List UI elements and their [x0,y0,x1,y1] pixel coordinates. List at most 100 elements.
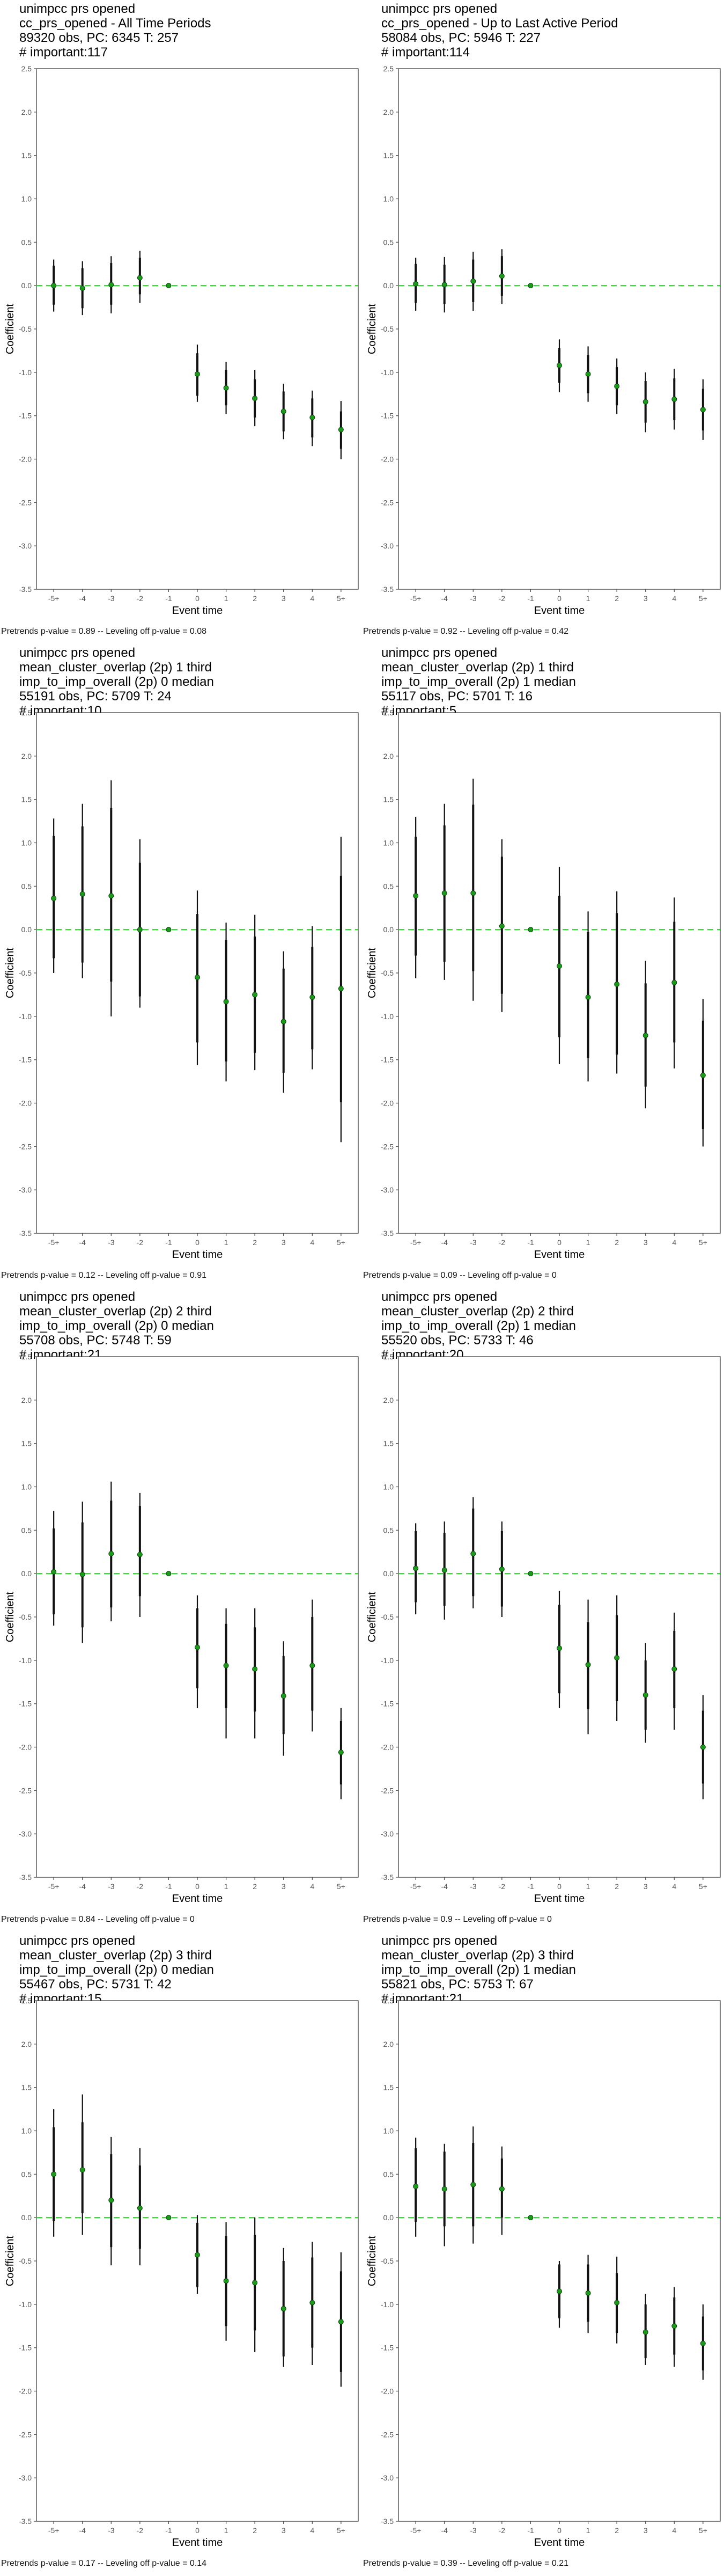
x-tick-label: 2 [615,1882,619,1891]
x-tick-label: -2 [499,1238,506,1247]
coefficient-plot: 2.5 2.0 1.5 1.0 0.5 0.0 -0.5 -1.0 -1.5 -2.0 -2.5 -3… [4,1352,359,1905]
x-tick-label: -3 [470,1238,477,1247]
y-tick-label: 0.0 [21,925,32,934]
y-tick-label: -3.5 [381,1873,394,1882]
x-axis-title: Event time [534,2537,585,2549]
coefficient-point [79,1571,85,1577]
coefficient-point [499,923,505,929]
y-tick-label: 1.5 [383,1439,394,1448]
y-tick-label: -1.0 [381,1012,394,1021]
x-tick-label: -2 [137,594,144,603]
coefficient-point [195,1644,200,1650]
coefficient-point [51,2171,57,2177]
coefficient-point [557,2288,562,2294]
x-tick-label: 2 [253,2526,257,2535]
x-tick-label: -1 [527,2526,534,2535]
chart-title: unimpcc prs opened mean_cluster_overlap … [19,646,214,718]
x-tick-label: 3 [282,594,286,603]
title-line: imp_to_imp_overall (2p) 1 median [381,675,576,689]
y-tick-label: -3.5 [381,585,394,594]
coefficient-plot: 2.5 2.0 1.5 1.0 0.5 0.0 -0.5 -1.0 -1.5 -2.0 -2.5 -3… [366,64,721,617]
y-axis-title: Coefficient [366,2235,378,2286]
y-tick-label: -2.0 [19,2387,32,2396]
coefficient-point [470,1550,476,1556]
y-tick-label: 1.5 [21,795,32,804]
y-tick-label: 2.0 [383,108,394,116]
y-tick-label: -2.0 [19,1099,32,1108]
y-tick-label: 1.0 [21,195,32,203]
x-tick-label: 1 [224,2526,228,2535]
coefficient-point [470,2182,476,2187]
coefficient-plot: 2.5 2.0 1.5 1.0 0.5 0.0 -0.5 -1.0 -1.5 -2.0 -2.5 -3… [366,1996,721,2549]
y-tick-label: 0.5 [383,2170,394,2178]
x-tick-label: -5+ [48,594,60,603]
coefficient-point [108,893,114,899]
x-tick-label: 0 [195,594,200,603]
pvalue-caption: Pretrends p-value = 0.84 -- Leveling off… [1,1915,195,1924]
title-line: unimpcc prs opened [381,646,498,660]
y-tick-label: -3.0 [381,541,394,550]
x-axis-title: Event time [172,1893,223,1905]
x-tick-label: 1 [586,1238,590,1247]
x-tick-label: 5+ [699,1238,707,1247]
x-tick-label: 1 [224,594,228,603]
x-tick-label: -2 [499,1882,506,1891]
coefficient-point [252,2280,258,2286]
y-tick-label: -0.5 [19,1613,32,1621]
coefficient-point [79,891,85,897]
y-tick-label: 1.0 [383,839,394,847]
coefficient-point [338,1750,344,1755]
coefficient-point [309,1663,315,1668]
title-line: imp_to_imp_overall (2p) 0 median [19,1319,214,1333]
coefficient-point [528,1571,534,1577]
coefficient-point [309,2300,315,2306]
y-tick-label: 0.5 [21,882,32,890]
x-tick-label: 0 [195,2526,200,2535]
y-tick-label: -2.5 [381,1786,394,1795]
title-line: unimpcc prs opened [381,1290,498,1304]
pvalue-caption: Pretrends p-value = 0.17 -- Leveling off… [1,2559,207,2568]
x-tick-label: -1 [165,594,172,603]
y-tick-label: -2.5 [381,1142,394,1151]
x-tick-label: 5+ [699,594,707,603]
x-axis-title: Event time [172,2537,223,2549]
y-tick-label: -1.0 [19,2300,32,2309]
x-tick-label: 1 [586,1882,590,1891]
coefficient-point [557,963,562,969]
coefficient-point [470,279,476,284]
x-tick-label: 4 [310,1882,314,1891]
y-tick-label: 1.0 [383,1483,394,1491]
coefficient-point [557,1645,562,1651]
x-tick-label: 0 [195,1882,200,1891]
y-tick-label: 0.5 [21,238,32,246]
title-line: 55191 obs, PC: 5709 T: 24 [19,689,172,704]
y-tick-label: 0.5 [383,238,394,246]
x-tick-label: 0 [557,594,562,603]
y-tick-label: 1.5 [383,795,394,804]
y-tick-label: 1.0 [21,2127,32,2135]
coefficient-point [585,371,591,377]
coefficient-point [700,407,706,413]
pvalue-caption: Pretrends p-value = 0.92 -- Leveling off… [363,627,569,636]
x-tick-label: 0 [557,2526,562,2535]
y-axis-title: Coefficient [4,1591,16,1642]
x-tick-label: -4 [441,594,448,603]
pvalue-caption: Pretrends p-value = 0.39 -- Leveling off… [363,2559,569,2568]
x-tick-label: 3 [644,1882,648,1891]
coefficient-point [441,890,447,896]
coefficient-point [642,1033,648,1038]
y-tick-label: -1.0 [381,1656,394,1665]
coefficient-point [51,895,57,901]
y-tick-label: -0.5 [381,1613,394,1621]
y-tick-label: 0.0 [383,2213,394,2222]
y-tick-label: -1.5 [19,2344,32,2352]
coefficient-point [413,1565,419,1571]
x-tick-label: 1 [224,1238,228,1247]
x-tick-label: 4 [672,1882,676,1891]
y-tick-label: 1.0 [21,1483,32,1491]
x-tick-label: 2 [615,1238,619,1247]
x-tick-label: 2 [615,2526,619,2535]
y-tick-label: -1.0 [19,368,32,377]
title-line: unimpcc prs opened [381,1934,498,1948]
coefficient-plot: 2.5 2.0 1.5 1.0 0.5 0.0 -0.5 -1.0 -1.5 -2.0 -2.5 -3… [366,1352,721,1905]
